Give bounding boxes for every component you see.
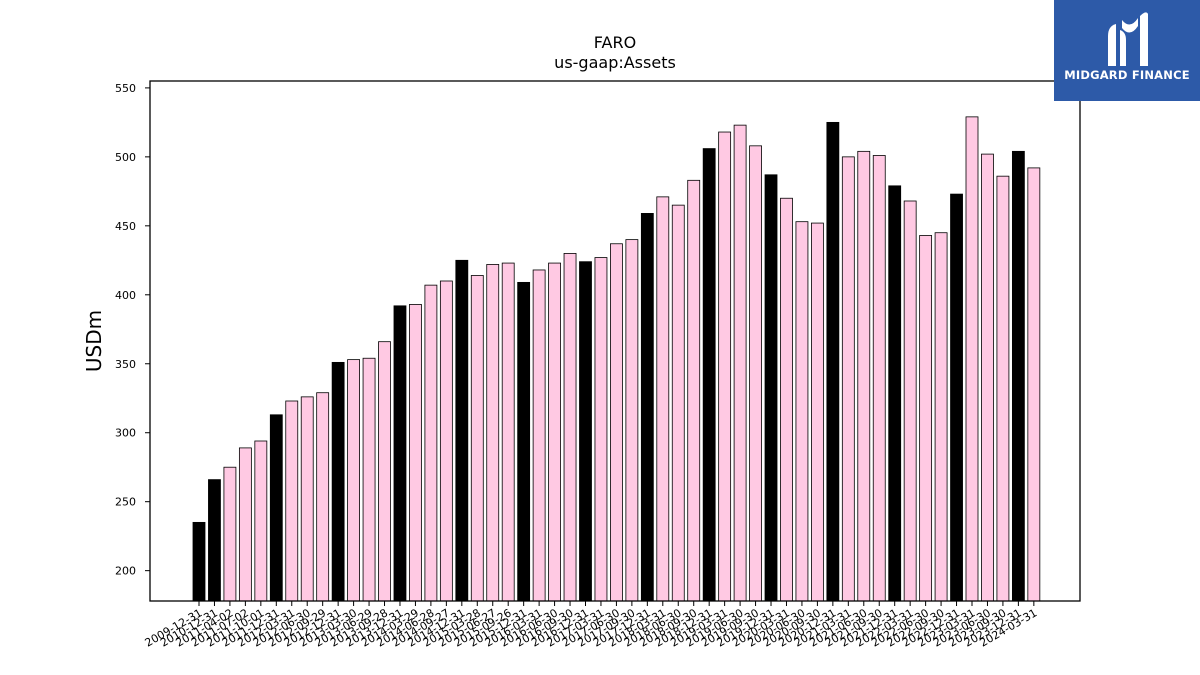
- bar-2017-06-30: [610, 243, 623, 602]
- bar-2018-03-31: [656, 196, 670, 602]
- x-axis: 2009-12-312010-12-312011-04-022011-07-02…: [143, 601, 1039, 650]
- bar-2015-06-27: [486, 264, 500, 602]
- bar-2022-03-31: [903, 200, 917, 602]
- bar-2013-03-30: [347, 359, 361, 602]
- bar-2012-12-31: [331, 361, 345, 602]
- bar-2020-12-31: [826, 121, 840, 602]
- bar-2012-06-30: [300, 396, 314, 602]
- y-axis: 200 250 300 350 400 450 500 550: [115, 82, 150, 578]
- bar-2022-06-30: [919, 235, 933, 602]
- bar-2016-03-31: [532, 269, 546, 602]
- bar-2015-03-28: [470, 275, 484, 602]
- bar-2019-06-30: [733, 124, 747, 602]
- bar-2023-06-30: [981, 153, 994, 602]
- bar-2014-03-29: [409, 304, 422, 602]
- bar-series: [192, 116, 1041, 602]
- y-tick-label: 200: [115, 565, 136, 578]
- bar-2019-03-31: [718, 131, 732, 602]
- bar-2014-06-28: [424, 284, 438, 602]
- bar-2016-06-30: [548, 262, 561, 602]
- bar-2018-06-30: [671, 204, 685, 602]
- bar-2019-12-31: [764, 174, 778, 602]
- y-tick-label: 500: [115, 151, 136, 164]
- bar-2011-12-31: [269, 414, 283, 602]
- chart-title: FARO: [594, 33, 636, 52]
- bar-2016-09-30: [563, 253, 577, 602]
- bar-2018-12-31: [702, 148, 716, 602]
- bar-2010-12-31: [208, 479, 221, 602]
- bar-2013-12-31: [393, 305, 407, 602]
- y-axis-label: USDm: [82, 310, 106, 372]
- bar-2023-09-30: [996, 175, 1010, 602]
- bar-2014-09-27: [439, 280, 453, 602]
- bar-2019-09-30: [749, 145, 762, 602]
- bar-2013-06-29: [362, 357, 376, 602]
- midgard-finance-logo: MIDGARD FINANCE: [1054, 0, 1200, 101]
- bar-2016-12-31: [579, 261, 592, 602]
- y-tick-label: 350: [115, 358, 136, 371]
- bar-2011-07-02: [238, 447, 252, 602]
- bar-2021-12-31: [888, 185, 902, 602]
- bar-2012-09-29: [316, 392, 330, 602]
- bar-2021-09-30: [872, 155, 886, 602]
- bar-2024-03-31: [1027, 167, 1041, 602]
- bar-2020-06-30: [795, 221, 809, 602]
- bar-2020-09-30: [811, 222, 824, 602]
- bar-2015-09-26: [501, 262, 515, 602]
- y-tick-label: 250: [115, 496, 136, 509]
- bar-2012-03-31: [285, 400, 299, 602]
- bar-2017-03-31: [594, 257, 608, 602]
- bar-2011-10-01: [254, 440, 268, 602]
- bar-2023-03-31: [965, 116, 979, 602]
- bar-2021-06-30: [857, 150, 871, 602]
- bar-2015-12-31: [517, 281, 531, 602]
- brand-name: MIDGARD FINANCE: [1064, 68, 1190, 82]
- bar-2014-12-31: [455, 259, 469, 602]
- bar-2009-12-31: [192, 521, 206, 602]
- y-tick-label: 300: [115, 427, 136, 440]
- bar-2020-03-31: [780, 197, 793, 602]
- bar-2017-12-31: [640, 213, 654, 602]
- y-tick-label: 400: [115, 289, 136, 302]
- chart-subtitle: us-gaap:Assets: [554, 53, 676, 72]
- y-tick-label: 550: [115, 82, 136, 95]
- bar-2013-09-28: [378, 341, 391, 602]
- bar-2017-09-30: [625, 239, 639, 602]
- bar-2023-12-31: [1011, 150, 1025, 602]
- bar-2022-09-30: [934, 232, 948, 602]
- bar-2011-04-02: [223, 466, 237, 602]
- bar-2018-09-30: [687, 179, 701, 602]
- bar-2021-03-31: [841, 156, 855, 602]
- plot-frame: [149, 80, 1081, 602]
- y-tick-label: 450: [115, 220, 136, 233]
- midgard-logo-icon: [1108, 12, 1148, 66]
- bar-2022-12-31: [950, 193, 963, 602]
